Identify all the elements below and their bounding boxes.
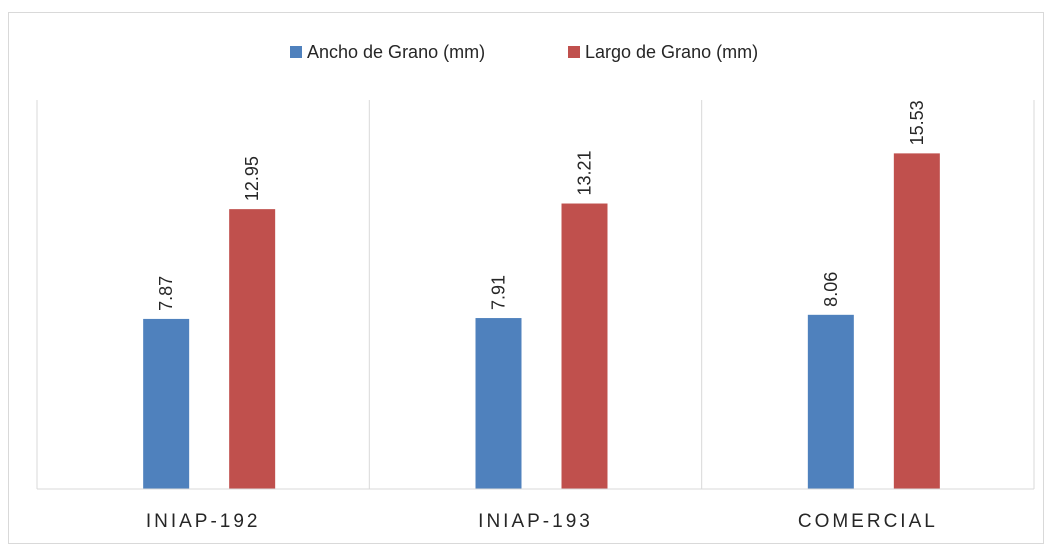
x-tick-label: INIAP-193 [478,511,593,532]
data-label: 7.87 [156,276,176,311]
data-label: 15.53 [907,100,927,145]
legend-swatch-ancho [290,46,302,58]
data-label: 7.91 [489,275,509,310]
bar-ancho [807,314,854,489]
legend-swatch-largo [568,46,580,58]
bar-ancho [475,318,522,489]
x-tick-label: INIAP-192 [146,511,261,532]
bar-largo [561,203,608,490]
data-label: 8.06 [821,272,841,307]
legend: Ancho de Grano (mm) Largo de Grano (mm) [290,42,758,62]
plot-area: 7.87 7.91 8.06 12.95 13.21 15.53 [36,100,1035,490]
data-label: 13.21 [575,150,595,195]
x-tick-label: COMERCIAL [798,511,938,532]
legend-label-largo: Largo de Grano (mm) [585,42,758,62]
legend-label-ancho: Ancho de Grano (mm) [307,42,485,62]
data-label: 12.95 [242,156,262,201]
bar-largo [893,153,940,489]
x-axis-tick-labels: INIAP-192 INIAP-193 COMERCIAL [146,511,938,532]
bar-largo [229,209,276,489]
bar-ancho [143,318,190,489]
